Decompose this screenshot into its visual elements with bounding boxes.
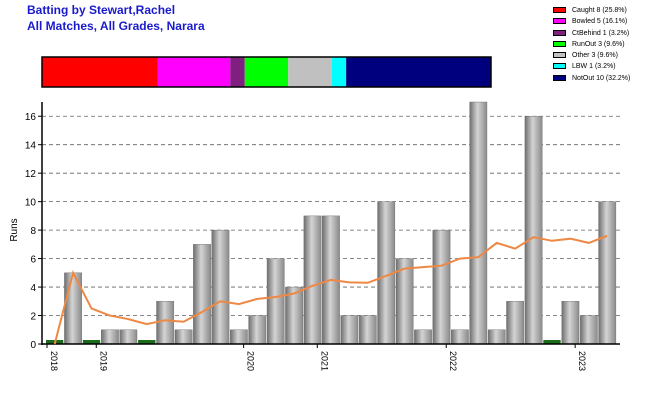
- legend-label: RunOut 3 (9.6%): [572, 40, 625, 48]
- legend-item: Other 3 (9.6%): [553, 50, 648, 61]
- legend-label: Caught 8 (25.8%): [572, 7, 627, 14]
- runs-bar: [414, 329, 432, 345]
- y-tick-label: 2: [30, 312, 36, 323]
- x-tick-label: 2021: [319, 351, 329, 371]
- dismissal-segment: [42, 57, 158, 87]
- legend-label: LBW 1 (3.2%): [572, 63, 616, 71]
- runs-bar: [487, 329, 506, 345]
- y-axis-tick-labels: 0 2 4 6 8 10 12 14 16: [25, 112, 37, 351]
- runs-bar-zero: [82, 340, 101, 344]
- x-tick-label: 2023: [577, 351, 587, 371]
- runs-bar: [579, 315, 598, 345]
- average-line: [53, 234, 608, 345]
- y-tick-label: 16: [25, 112, 37, 123]
- legend-label: Bowled 5 (16.1%): [572, 18, 628, 26]
- x-tick-label: 2018: [49, 351, 59, 371]
- runs-bar: [248, 315, 267, 345]
- runs-bar: [101, 329, 119, 345]
- dismissal-segment: [244, 57, 289, 87]
- runs-bars: [46, 101, 617, 345]
- runs-bar: [229, 329, 248, 345]
- runs-bar: [358, 315, 377, 345]
- legend-swatch: [553, 40, 566, 47]
- legend-item: CtBehind 1 (3.2%): [553, 28, 648, 39]
- legend-label: Other 3 (9.6%): [572, 52, 618, 60]
- runs-bar: [174, 329, 193, 345]
- runs-bar: [266, 258, 285, 345]
- dismissal-segment: [346, 57, 491, 87]
- dismissal-segment: [230, 57, 245, 87]
- legend-item: NotOut 10 (32.2%): [553, 73, 648, 84]
- legend-item: RunOut 3 (9.6%): [553, 39, 648, 50]
- runs-bar: [469, 101, 488, 345]
- runs-bar: [451, 329, 469, 345]
- dismissal-legend: Caught 8 (25.8%) Bowled 5 (16.1%) CtBehind…: [553, 5, 648, 84]
- runs-bar: [119, 329, 138, 345]
- dismissal-distribution-bar: [41, 56, 492, 88]
- legend-swatch: [553, 63, 566, 70]
- legend-item: Caught 8 (25.8%): [553, 5, 648, 16]
- y-tick-label: 8: [30, 226, 36, 237]
- runs-bar: [561, 301, 580, 345]
- legend-swatch: [553, 52, 566, 59]
- x-tick-label: 2020: [246, 351, 256, 371]
- dismissal-segment: [331, 57, 347, 87]
- y-tick-label: 0: [30, 340, 36, 351]
- legend-item: LBW 1 (3.2%): [553, 61, 648, 72]
- legend-item: Bowled 5 (16.1%): [553, 16, 648, 27]
- runs-bar-zero: [138, 340, 156, 344]
- y-tick-label: 10: [25, 198, 37, 209]
- legend-label: NotOut 10 (32.2%): [572, 74, 631, 82]
- x-axis-year-labels: 2018 2019 2020 2021 2022 2023: [46, 344, 587, 371]
- y-axis-label: Runs: [9, 218, 20, 241]
- dismissal-bar-border: [41, 56, 492, 88]
- legend-swatch: [553, 18, 566, 25]
- runs-bar: [303, 215, 322, 345]
- dismissal-segment: [157, 57, 231, 87]
- y-tick-label: 4: [30, 283, 36, 294]
- y-tick-label: 14: [25, 141, 37, 152]
- average-line-path: [53, 234, 608, 345]
- runs-bar: [598, 201, 617, 345]
- x-tick-label: 2022: [448, 351, 458, 371]
- runs-bar-zero: [543, 340, 561, 344]
- runs-bar: [193, 244, 211, 345]
- axes: [41, 102, 620, 345]
- legend-swatch: [553, 29, 566, 36]
- chart-subtitle: All Matches, All Grades, Narara: [27, 19, 205, 33]
- y-tick-label: 12: [25, 169, 37, 180]
- runs-bar: [211, 229, 230, 345]
- runs-bar: [340, 315, 359, 345]
- legend-label: CtBehind 1 (3.2%): [572, 29, 630, 37]
- legend-swatch: [553, 7, 566, 13]
- runs-bar: [506, 301, 524, 345]
- x-tick-label: 2019: [98, 351, 108, 371]
- runs-bar: [524, 116, 543, 345]
- dismissal-segment: [288, 57, 332, 87]
- runs-bar: [156, 301, 175, 345]
- chart-title: Batting by Stewart,Rachel: [27, 3, 176, 17]
- y-tick-label: 6: [30, 255, 36, 266]
- runs-bar: [432, 229, 451, 345]
- legend-swatch: [553, 74, 566, 81]
